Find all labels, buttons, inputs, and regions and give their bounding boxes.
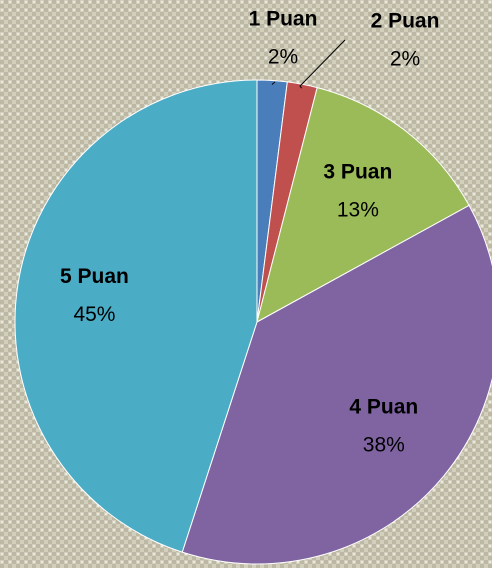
pie-slice — [256, 86, 470, 323]
value-label: 2% — [268, 46, 298, 69]
value-label: 38% — [363, 433, 405, 456]
category-label: 5 Puan — [60, 265, 129, 288]
value-label: 2% — [390, 48, 420, 71]
pie-slice — [14, 79, 258, 553]
category-label: 4 Puan — [349, 395, 418, 418]
category-label: 1 Puan — [249, 8, 318, 31]
category-label: 2 Puan — [371, 10, 440, 33]
leader-line — [299, 39, 346, 89]
value-label: 13% — [337, 199, 379, 222]
category-label: 3 Puan — [323, 161, 392, 184]
pie-slice — [181, 204, 492, 565]
leader-line — [271, 81, 276, 85]
value-label: 45% — [73, 303, 115, 326]
